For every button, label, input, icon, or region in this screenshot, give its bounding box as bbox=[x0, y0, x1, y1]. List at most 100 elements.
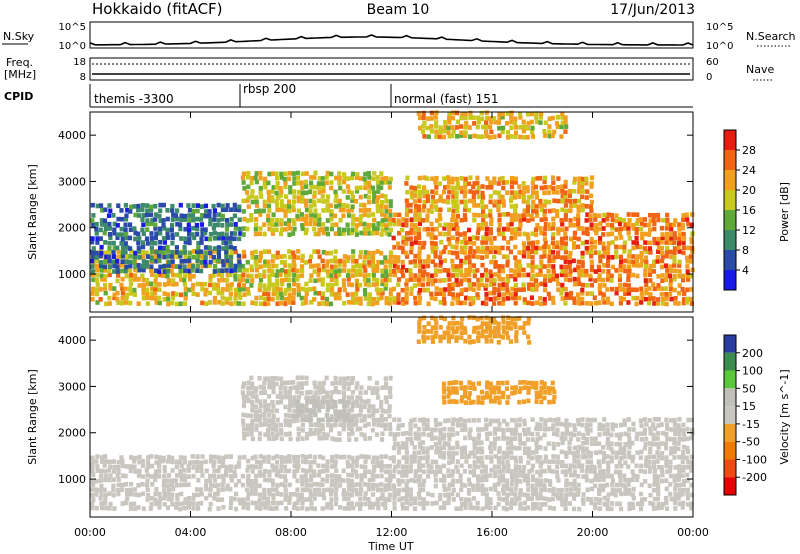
range-cell bbox=[530, 463, 536, 469]
range-cell bbox=[626, 482, 631, 487]
range-cell bbox=[619, 506, 624, 512]
range-cell bbox=[660, 468, 665, 473]
range-cell bbox=[681, 231, 686, 237]
range-cell bbox=[333, 189, 338, 195]
range-cell bbox=[610, 487, 615, 493]
range-cell bbox=[342, 254, 348, 259]
range-cell bbox=[564, 264, 569, 270]
range-cell bbox=[677, 464, 682, 469]
range-cell bbox=[316, 231, 321, 237]
range-cell bbox=[585, 231, 590, 237]
range-cell bbox=[471, 254, 476, 259]
range-cell bbox=[362, 414, 367, 419]
range-cell bbox=[425, 287, 430, 293]
range-cell bbox=[438, 300, 443, 305]
range-cell bbox=[317, 428, 322, 433]
range-cell bbox=[224, 268, 229, 273]
range-cell bbox=[258, 390, 264, 396]
range-cell bbox=[291, 290, 297, 296]
range-cell bbox=[204, 468, 209, 474]
range-cell bbox=[170, 240, 175, 246]
range-cell bbox=[241, 505, 246, 510]
range-cell bbox=[258, 399, 263, 405]
range-cell bbox=[677, 283, 682, 288]
range-cell bbox=[367, 292, 372, 297]
range-cell bbox=[513, 492, 518, 497]
range-cell bbox=[468, 450, 473, 456]
range-cell bbox=[263, 505, 268, 510]
range-cell bbox=[375, 501, 380, 507]
range-cell bbox=[145, 473, 150, 478]
range-cell bbox=[396, 463, 401, 469]
range-cell bbox=[690, 249, 695, 254]
range-cell bbox=[128, 209, 133, 214]
range-cell bbox=[476, 440, 481, 446]
range-cell bbox=[643, 272, 648, 278]
range-cell bbox=[606, 445, 611, 450]
range-cell bbox=[472, 386, 477, 391]
range-cell bbox=[379, 404, 384, 409]
range-cell bbox=[640, 258, 645, 264]
range-cell bbox=[509, 221, 514, 227]
range-cell bbox=[296, 431, 301, 437]
range-cell bbox=[405, 436, 410, 442]
range-cell bbox=[392, 245, 397, 250]
range-cell bbox=[283, 492, 288, 498]
range-cell bbox=[567, 468, 572, 473]
range-cell bbox=[538, 120, 543, 125]
range-cell bbox=[484, 301, 489, 307]
range-cell bbox=[370, 185, 376, 191]
range-cell bbox=[379, 487, 384, 493]
range-cell bbox=[471, 381, 476, 387]
range-cell bbox=[367, 282, 372, 288]
range-cell bbox=[175, 232, 180, 237]
range-cell bbox=[123, 203, 128, 208]
range-cell bbox=[267, 384, 272, 390]
range-cell bbox=[316, 385, 321, 391]
range-cell bbox=[174, 505, 179, 510]
range-cell bbox=[485, 185, 490, 190]
range-cell bbox=[282, 291, 287, 296]
range-cell bbox=[337, 272, 342, 278]
range-cell bbox=[296, 216, 301, 222]
range-cell bbox=[606, 258, 611, 264]
range-cell bbox=[321, 222, 326, 227]
range-cell bbox=[635, 254, 641, 259]
range-cell bbox=[270, 376, 275, 381]
range-cell bbox=[572, 235, 577, 241]
range-cell bbox=[438, 496, 443, 502]
range-cell bbox=[274, 454, 279, 459]
range-cell bbox=[450, 386, 456, 391]
range-cell bbox=[270, 478, 275, 484]
range-cell bbox=[497, 133, 502, 139]
range-cell bbox=[613, 423, 618, 428]
range-cell bbox=[577, 176, 582, 182]
range-cell bbox=[618, 300, 623, 306]
range-cell bbox=[171, 291, 176, 296]
range-cell bbox=[291, 231, 296, 236]
range-cell bbox=[245, 477, 250, 483]
range-cell bbox=[228, 255, 234, 260]
range-cell bbox=[212, 230, 217, 236]
range-cell bbox=[183, 254, 188, 259]
range-cell bbox=[521, 128, 526, 134]
range-cell bbox=[677, 501, 682, 507]
range-cell bbox=[292, 281, 297, 287]
range-cell bbox=[346, 506, 352, 511]
range-cell bbox=[270, 195, 275, 200]
range-cell bbox=[525, 125, 530, 131]
range-cell bbox=[597, 267, 602, 273]
range-cell bbox=[308, 477, 314, 483]
range-cell bbox=[522, 185, 527, 191]
range-cell bbox=[120, 232, 125, 237]
range-cell bbox=[581, 282, 586, 288]
range-cell bbox=[560, 502, 565, 507]
range-cell bbox=[303, 413, 308, 419]
range-cell bbox=[240, 418, 246, 424]
range-cell bbox=[462, 212, 467, 218]
range-cell bbox=[141, 283, 146, 288]
range-cell bbox=[191, 264, 196, 269]
range-cell bbox=[253, 231, 258, 237]
range-cell bbox=[459, 463, 464, 469]
range-cell bbox=[610, 501, 615, 506]
